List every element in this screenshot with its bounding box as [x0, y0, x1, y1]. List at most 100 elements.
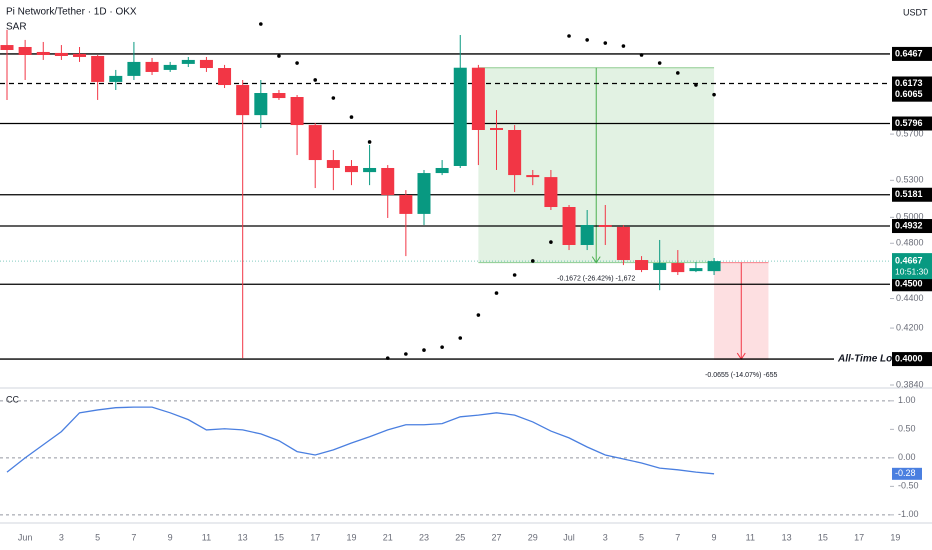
sar-label: 0.6065	[895, 89, 923, 99]
sar-dot	[313, 78, 318, 82]
cc-line	[6, 406, 715, 475]
y-tick-label: 0.5700	[896, 128, 924, 138]
candle-body	[526, 175, 540, 178]
candle-body	[344, 165, 358, 173]
candle-body	[435, 167, 449, 174]
sar-dot	[385, 356, 390, 360]
candle-body	[417, 173, 431, 214]
level-label: 0.6467	[895, 48, 923, 58]
candle-body	[653, 263, 667, 271]
x-tick-label: Jul	[563, 532, 575, 542]
sar-dot	[676, 71, 680, 75]
x-tick-label: 17	[854, 532, 864, 542]
sar-dot	[512, 273, 517, 277]
x-tick-label: 11	[746, 532, 755, 542]
sar-dot	[440, 345, 444, 349]
y-tick-label: 0.5300	[896, 175, 924, 185]
candle-body	[326, 160, 340, 168]
candle-body	[308, 125, 322, 161]
x-tick-label: 9	[168, 532, 173, 542]
x-tick-label: 23	[419, 532, 429, 542]
level-text: All-Time Low	[837, 354, 901, 365]
x-tick-label: 13	[782, 532, 792, 542]
countdown-label: 10:51:30	[895, 266, 928, 276]
sar-dot	[476, 313, 481, 317]
candle-body	[616, 226, 630, 261]
candle-body	[635, 260, 649, 271]
candle-body	[218, 68, 232, 86]
x-tick-label: 19	[890, 532, 900, 542]
sar-dot	[277, 54, 281, 58]
indicator-label: SAR	[6, 22, 27, 33]
x-tick-label: 3	[603, 532, 608, 542]
sar-dot	[458, 336, 463, 340]
sar-dot	[331, 96, 336, 100]
level-label: 0.4000	[895, 353, 923, 363]
sar-dot	[567, 34, 571, 38]
level-label-box	[892, 219, 932, 234]
candle-body	[236, 85, 250, 116]
sar-dot	[549, 240, 553, 244]
sar-dot	[657, 61, 662, 65]
sar-dot	[349, 115, 354, 119]
sar-dot	[422, 348, 426, 352]
candle-body	[163, 64, 177, 70]
level-label-box	[892, 46, 932, 61]
candle-body	[254, 93, 268, 116]
x-tick-label: 11	[202, 532, 211, 542]
x-tick-label: 5	[639, 532, 644, 542]
y-tick-label: -0.50	[898, 481, 919, 491]
y-tick-label: 0.5000	[896, 212, 924, 222]
candle-body	[272, 93, 286, 99]
candle-body	[91, 55, 105, 82]
candle-body	[0, 45, 14, 51]
level-label-box	[892, 277, 932, 292]
sar-dot	[530, 259, 535, 263]
candle-body	[580, 225, 594, 245]
y-tick-label: 0.50	[898, 424, 916, 434]
y-tick-label: 0.4200	[896, 322, 924, 332]
candle-body	[689, 268, 703, 272]
candle-body	[18, 46, 32, 56]
candle-body	[127, 61, 141, 76]
candle-body	[671, 263, 685, 273]
sar-dot	[694, 83, 698, 87]
sar-dot	[367, 140, 372, 144]
x-tick-label: 21	[383, 532, 393, 542]
level-label: 0.5181	[895, 189, 923, 199]
level-label: 0.5796	[895, 118, 923, 128]
candle-body	[490, 128, 504, 131]
x-tick-label: 15	[274, 532, 284, 542]
candle-body	[290, 96, 304, 126]
candle-body	[109, 75, 123, 82]
currency-label: USDT	[903, 7, 928, 17]
candle-body	[381, 167, 395, 195]
level-label-box	[892, 116, 932, 131]
cc-value-box	[892, 467, 922, 480]
x-tick-label: 3	[59, 532, 64, 542]
y-tick-label: -1.00	[898, 509, 919, 519]
x-tick-label: 15	[818, 532, 828, 542]
level-label-box	[892, 187, 932, 202]
candle-body	[73, 53, 87, 57]
candle-body	[598, 225, 612, 227]
x-tick-label: 9	[712, 532, 717, 542]
sar-dot	[494, 291, 499, 295]
last-price-box	[892, 253, 932, 280]
sar-dot	[712, 92, 716, 97]
x-tick-label: 29	[528, 532, 538, 542]
x-tick-label: 7	[131, 532, 136, 542]
candle-body	[145, 61, 159, 72]
sar-dot	[621, 44, 626, 48]
x-tick-label: 19	[346, 532, 356, 542]
candle-body	[199, 59, 213, 69]
level-label: 0.6173	[895, 78, 923, 88]
measure-label: -0.1672 (-26.42%) -1,672	[557, 275, 635, 282]
last-price-label: 0.4667	[895, 255, 923, 265]
candle-body	[707, 261, 721, 272]
chart-title: Pi Network/Tether · 1D · OKX	[6, 7, 137, 18]
x-tick-label: Jun	[18, 532, 33, 542]
x-tick-label: 13	[238, 532, 248, 542]
